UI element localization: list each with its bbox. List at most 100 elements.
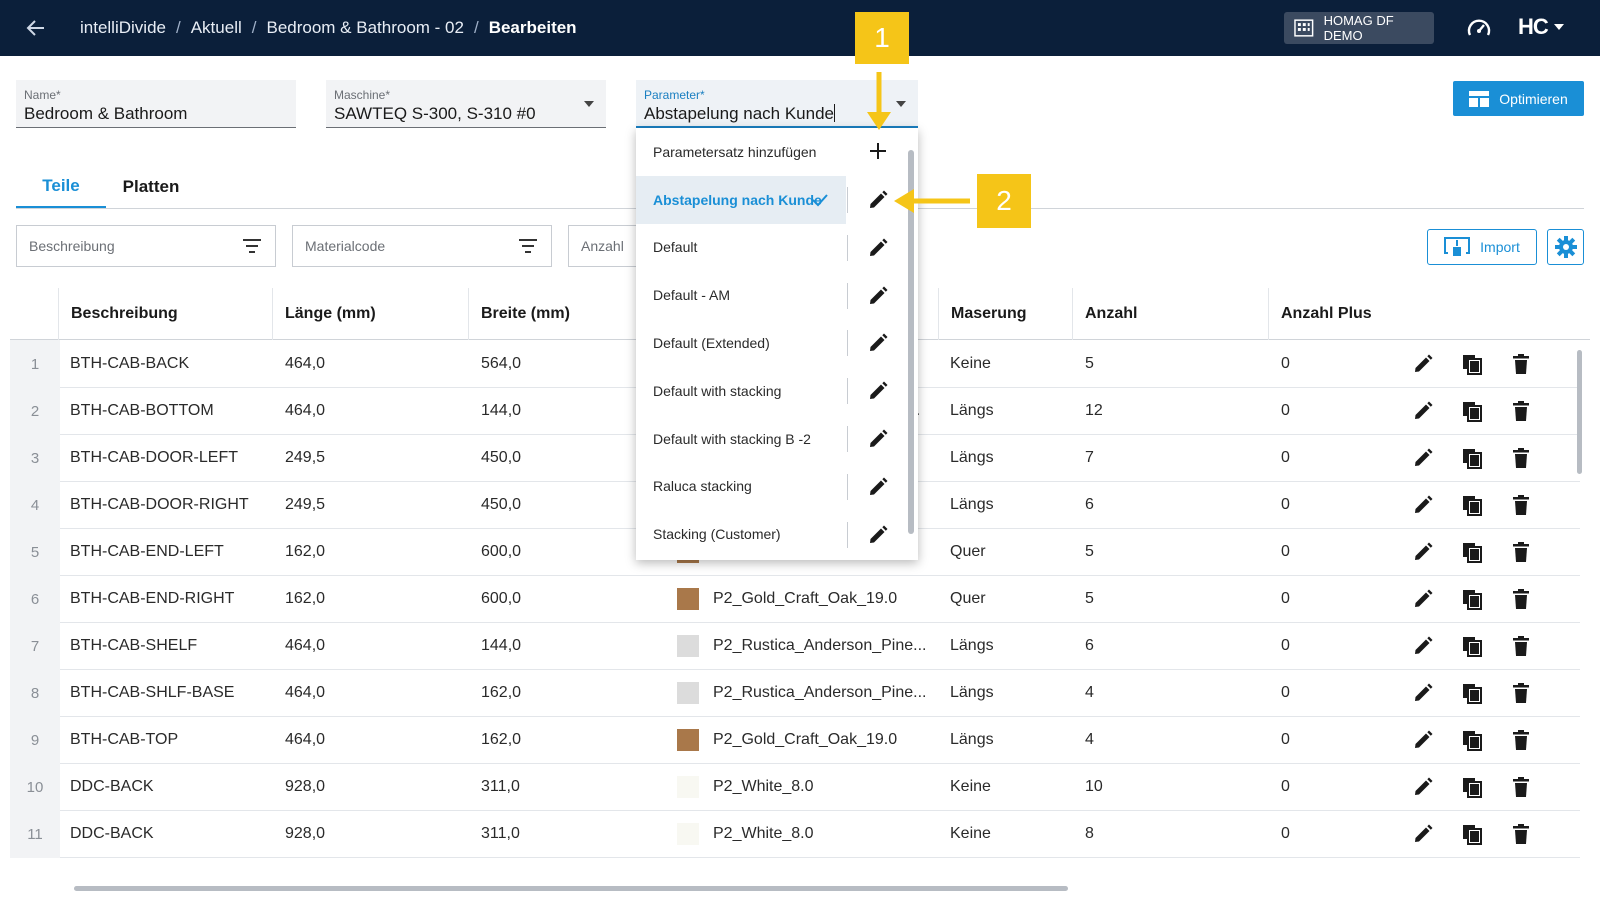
machine-select-value[interactable]: SAWTEQ S-300, S-310 #0 — [334, 104, 536, 123]
copy-icon[interactable] — [1461, 400, 1483, 422]
delete-icon[interactable] — [1510, 541, 1532, 563]
copy-icon[interactable] — [1461, 823, 1483, 845]
back-arrow-icon[interactable] — [24, 16, 48, 40]
table-row[interactable]: 4 BTH-CAB-DOOR-RIGHT 249,5 450,0 Längs 6 0 — [10, 481, 1580, 529]
copy-icon[interactable] — [1461, 447, 1483, 469]
edit-icon[interactable] — [1412, 541, 1434, 563]
horizontal-scrollbar[interactable] — [74, 886, 1068, 891]
delete-icon[interactable] — [1510, 400, 1532, 422]
edit-icon[interactable] — [867, 285, 889, 312]
material-filter-input[interactable]: Materialcode — [292, 225, 552, 267]
cell-description: DDC-BACK — [70, 778, 154, 795]
vertical-scrollbar[interactable] — [1577, 350, 1582, 474]
table-row[interactable]: 7 BTH-CAB-SHELF 464,0 144,0 Längs 6 0 P2_Rustic… — [10, 622, 1580, 670]
delete-icon[interactable] — [1510, 823, 1532, 845]
column-header-length[interactable]: Länge (mm) — [272, 288, 468, 340]
dropdown-option[interactable]: Raluca stacking — [636, 463, 918, 511]
edit-icon[interactable] — [1412, 588, 1434, 610]
breadcrumb-aktuell[interactable]: Aktuell — [190, 18, 242, 37]
tab-teile[interactable]: Teile — [16, 166, 106, 208]
optimize-button[interactable]: Optimieren — [1453, 81, 1584, 116]
edit-icon[interactable] — [867, 380, 889, 407]
delete-icon[interactable] — [1510, 494, 1532, 516]
table-row[interactable]: 11 DDC-BACK 928,0 311,0 Keine 8 0 P2_White_8.0 — [10, 810, 1580, 858]
chevron-down-icon[interactable] — [896, 101, 906, 107]
user-menu-logo[interactable]: HC — [1518, 14, 1549, 39]
delete-icon[interactable] — [1510, 588, 1532, 610]
dropdown-option[interactable]: Default — [636, 224, 918, 272]
copy-icon[interactable] — [1461, 682, 1483, 704]
dropdown-option[interactable]: Default (Extended) — [636, 319, 918, 367]
edit-icon[interactable] — [1412, 776, 1434, 798]
edit-icon[interactable] — [1412, 400, 1434, 422]
dropdown-option[interactable]: Abstapelung nach Kunde — [636, 176, 918, 224]
parameter-select-text: Abstapelung nach Kunde — [644, 104, 834, 123]
name-field[interactable]: Name* Bedroom & Bathroom — [16, 80, 296, 128]
plus-icon[interactable] — [869, 142, 887, 160]
cell-width: 162,0 — [481, 731, 522, 748]
filter-icon[interactable] — [519, 239, 537, 253]
column-header-quantity[interactable]: Anzahl — [1072, 288, 1268, 340]
column-header-description[interactable]: Beschreibung — [58, 288, 272, 340]
table-row[interactable]: 8 BTH-CAB-SHLF-BASE 464,0 162,0 Längs 4 0 P2_Ru… — [10, 669, 1580, 717]
cell-quantity-plus: 0 — [1281, 684, 1290, 701]
import-button[interactable]: Import — [1427, 229, 1537, 265]
column-header-quantity-plus[interactable]: Anzahl Plus — [1268, 288, 1468, 340]
table-row[interactable]: 9 BTH-CAB-TOP 464,0 162,0 Längs 4 0 P2_Gold_Cra… — [10, 716, 1580, 764]
dropdown-add-parameter-set[interactable]: Parametersatz hinzufügen — [636, 128, 918, 176]
tenant-selector[interactable]: HOMAG DF DEMO — [1284, 12, 1434, 44]
dropdown-option[interactable]: Default with stacking — [636, 367, 918, 415]
edit-icon[interactable] — [1412, 447, 1434, 469]
parameter-select[interactable]: Parameter* Abstapelung nach Kunde — [636, 80, 918, 128]
delete-icon[interactable] — [1510, 729, 1532, 751]
chevron-down-icon[interactable] — [1554, 24, 1564, 30]
edit-icon[interactable] — [867, 524, 889, 551]
edit-icon[interactable] — [1412, 494, 1434, 516]
name-field-value[interactable]: Bedroom & Bathroom — [24, 104, 188, 123]
delete-icon[interactable] — [1510, 776, 1532, 798]
description-filter-input[interactable]: Beschreibung — [16, 225, 276, 267]
breadcrumb-intellidivide[interactable]: intelliDivide — [80, 18, 166, 37]
delete-icon[interactable] — [1510, 682, 1532, 704]
edit-icon[interactable] — [1412, 635, 1434, 657]
table-row[interactable]: 5 BTH-CAB-END-LEFT 162,0 600,0 Quer 5 0 — [10, 528, 1580, 576]
copy-icon[interactable] — [1461, 494, 1483, 516]
edit-icon[interactable] — [1412, 823, 1434, 845]
dropdown-option[interactable]: Default - AM — [636, 272, 918, 320]
dropdown-option[interactable]: Default with stacking B -2 — [636, 415, 918, 463]
edit-icon[interactable] — [1412, 353, 1434, 375]
cell-quantity-plus: 0 — [1281, 355, 1290, 372]
chevron-down-icon[interactable] — [584, 101, 594, 107]
cell-width: 162,0 — [481, 684, 522, 701]
filter-icon[interactable] — [243, 239, 261, 253]
table-row[interactable]: 10 DDC-BACK 928,0 311,0 Keine 10 0 P2_White_8.0 — [10, 763, 1580, 811]
edit-icon[interactable] — [867, 476, 889, 503]
gauge-icon[interactable] — [1466, 16, 1492, 42]
edit-icon[interactable] — [867, 237, 889, 264]
copy-icon[interactable] — [1461, 588, 1483, 610]
copy-icon[interactable] — [1461, 729, 1483, 751]
edit-icon[interactable] — [867, 189, 889, 216]
settings-button[interactable] — [1547, 229, 1584, 265]
edit-icon[interactable] — [1412, 682, 1434, 704]
dropdown-scrollbar[interactable] — [908, 150, 914, 534]
breadcrumb-job[interactable]: Bedroom & Bathroom - 02 — [266, 18, 464, 37]
dropdown-option[interactable]: Stacking (Customer) — [636, 511, 918, 559]
copy-icon[interactable] — [1461, 353, 1483, 375]
edit-icon[interactable] — [867, 332, 889, 359]
parameter-select-value[interactable]: Abstapelung nach Kunde — [644, 104, 910, 124]
delete-icon[interactable] — [1510, 353, 1532, 375]
column-header-grain[interactable]: Maserung — [938, 288, 1072, 340]
delete-icon[interactable] — [1510, 447, 1532, 469]
column-header-width[interactable]: Breite (mm) — [468, 288, 668, 340]
edit-icon[interactable] — [1412, 729, 1434, 751]
copy-icon[interactable] — [1461, 776, 1483, 798]
table-row[interactable]: 6 BTH-CAB-END-RIGHT 162,0 600,0 Quer 5 0 P2_Gol… — [10, 575, 1580, 623]
row-number: 3 — [10, 434, 60, 482]
copy-icon[interactable] — [1461, 541, 1483, 563]
tab-platten[interactable]: Platten — [122, 177, 180, 196]
copy-icon[interactable] — [1461, 635, 1483, 657]
machine-select[interactable]: Maschine* SAWTEQ S-300, S-310 #0 — [326, 80, 606, 128]
delete-icon[interactable] — [1510, 635, 1532, 657]
edit-icon[interactable] — [867, 428, 889, 455]
